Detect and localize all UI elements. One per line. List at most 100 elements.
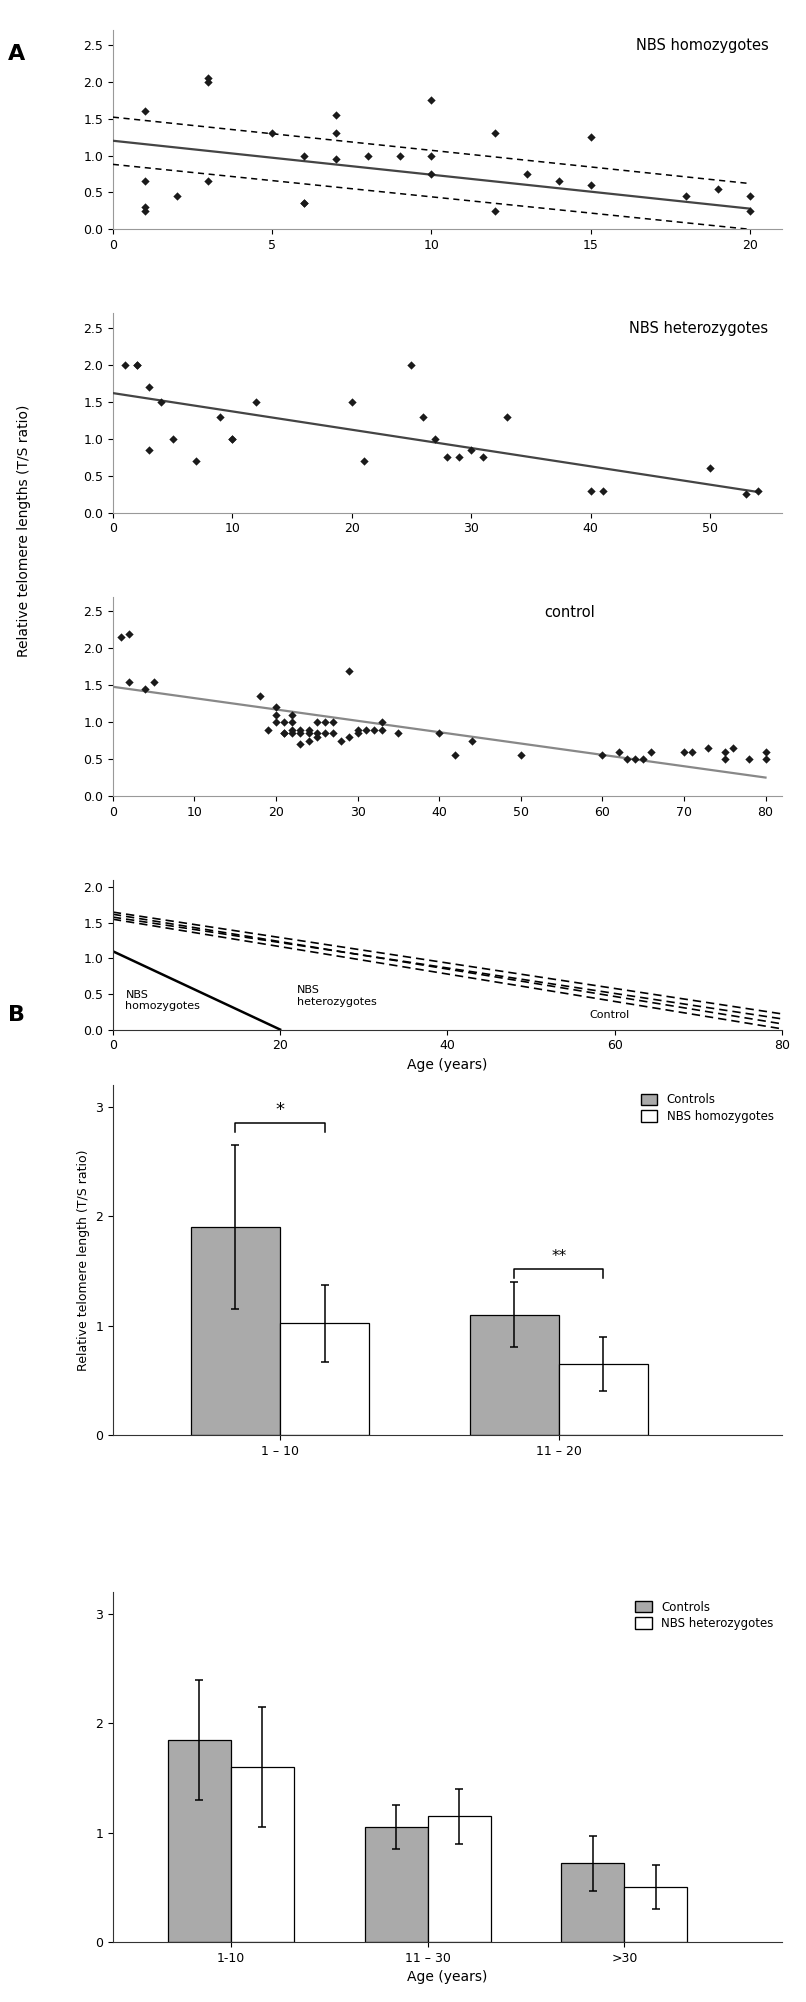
Text: NBS
homozygotes: NBS homozygotes — [126, 989, 200, 1011]
Point — [514, 739, 527, 771]
Point — [704, 452, 717, 484]
Text: *: * — [276, 1101, 285, 1119]
Point — [678, 735, 691, 767]
Text: NBS
heterozygotes: NBS heterozygotes — [297, 985, 376, 1007]
Point — [286, 717, 299, 749]
Point — [286, 713, 299, 745]
Point — [294, 729, 307, 761]
Point — [743, 180, 756, 212]
Point — [584, 120, 597, 152]
Point — [343, 655, 356, 687]
Point — [310, 717, 323, 749]
Point — [425, 140, 438, 172]
Point — [202, 66, 215, 98]
Point — [645, 735, 658, 767]
Point — [552, 166, 565, 198]
Point — [584, 474, 597, 507]
Point — [453, 440, 466, 472]
Point — [621, 743, 634, 775]
Bar — [168, 1740, 231, 1942]
Point — [686, 735, 699, 767]
Point — [142, 370, 155, 402]
Point — [214, 400, 226, 432]
Point — [278, 717, 291, 749]
Point — [302, 725, 315, 757]
Point — [441, 440, 454, 472]
Point — [718, 743, 731, 775]
Point — [302, 717, 315, 749]
Legend: Controls, NBS heterozygotes: Controls, NBS heterozygotes — [633, 1598, 776, 1632]
Point — [269, 699, 282, 731]
Point — [170, 180, 183, 212]
Point — [465, 434, 478, 466]
Point — [376, 707, 388, 739]
Text: B: B — [8, 1005, 25, 1025]
Text: NBS homozygotes: NBS homozygotes — [636, 38, 768, 52]
Text: **: ** — [551, 1249, 567, 1265]
Point — [751, 474, 764, 507]
Point — [139, 190, 152, 222]
Point — [330, 118, 343, 150]
Point — [345, 386, 358, 418]
Point — [357, 444, 370, 476]
Point — [330, 144, 343, 176]
Point — [294, 717, 307, 749]
Point — [712, 172, 725, 204]
Point — [261, 713, 274, 745]
Point — [726, 733, 739, 765]
Point — [740, 478, 753, 511]
Point — [190, 444, 203, 476]
Y-axis label: Relative telomere length (T/S ratio): Relative telomere length (T/S ratio) — [77, 1149, 89, 1371]
Point — [488, 118, 501, 150]
Legend: Controls, NBS homozygotes: Controls, NBS homozygotes — [638, 1091, 776, 1125]
Point — [294, 713, 307, 745]
Point — [759, 743, 772, 775]
Point — [269, 707, 282, 739]
Point — [114, 621, 127, 653]
Point — [613, 735, 625, 767]
Point — [202, 62, 215, 94]
Point — [250, 386, 263, 418]
Point — [584, 168, 597, 200]
Point — [318, 707, 331, 739]
Point — [629, 743, 642, 775]
Point — [286, 707, 299, 739]
Point — [425, 84, 438, 116]
Point — [166, 422, 179, 454]
X-axis label: Age (years): Age (years) — [407, 1057, 488, 1071]
Bar — [191, 1227, 280, 1435]
Point — [449, 739, 462, 771]
Point — [226, 422, 239, 454]
Point — [433, 717, 446, 749]
Point — [501, 400, 513, 432]
Point — [359, 713, 372, 745]
Point — [743, 743, 756, 775]
Bar — [280, 1323, 369, 1435]
Point — [596, 474, 609, 507]
Text: NBS heterozygotes: NBS heterozygotes — [629, 322, 768, 336]
Point — [278, 717, 291, 749]
Point — [147, 665, 160, 697]
Point — [368, 713, 380, 745]
Point — [202, 166, 215, 198]
Point — [679, 180, 692, 212]
Point — [326, 707, 339, 739]
Point — [743, 194, 756, 226]
Bar — [559, 1363, 648, 1435]
Point — [351, 713, 364, 745]
Point — [361, 140, 374, 172]
Text: Relative telomere lengths (T/S ratio): Relative telomere lengths (T/S ratio) — [17, 404, 31, 657]
Bar — [428, 1816, 491, 1942]
Point — [253, 681, 266, 713]
Point — [139, 166, 152, 198]
Point — [465, 725, 478, 757]
Point — [269, 691, 282, 723]
Point — [637, 743, 650, 775]
Point — [376, 713, 388, 745]
Point — [123, 665, 135, 697]
Point — [759, 735, 772, 767]
Text: A: A — [8, 44, 25, 64]
Bar — [562, 1864, 625, 1942]
Point — [226, 422, 239, 454]
Point — [297, 188, 310, 220]
